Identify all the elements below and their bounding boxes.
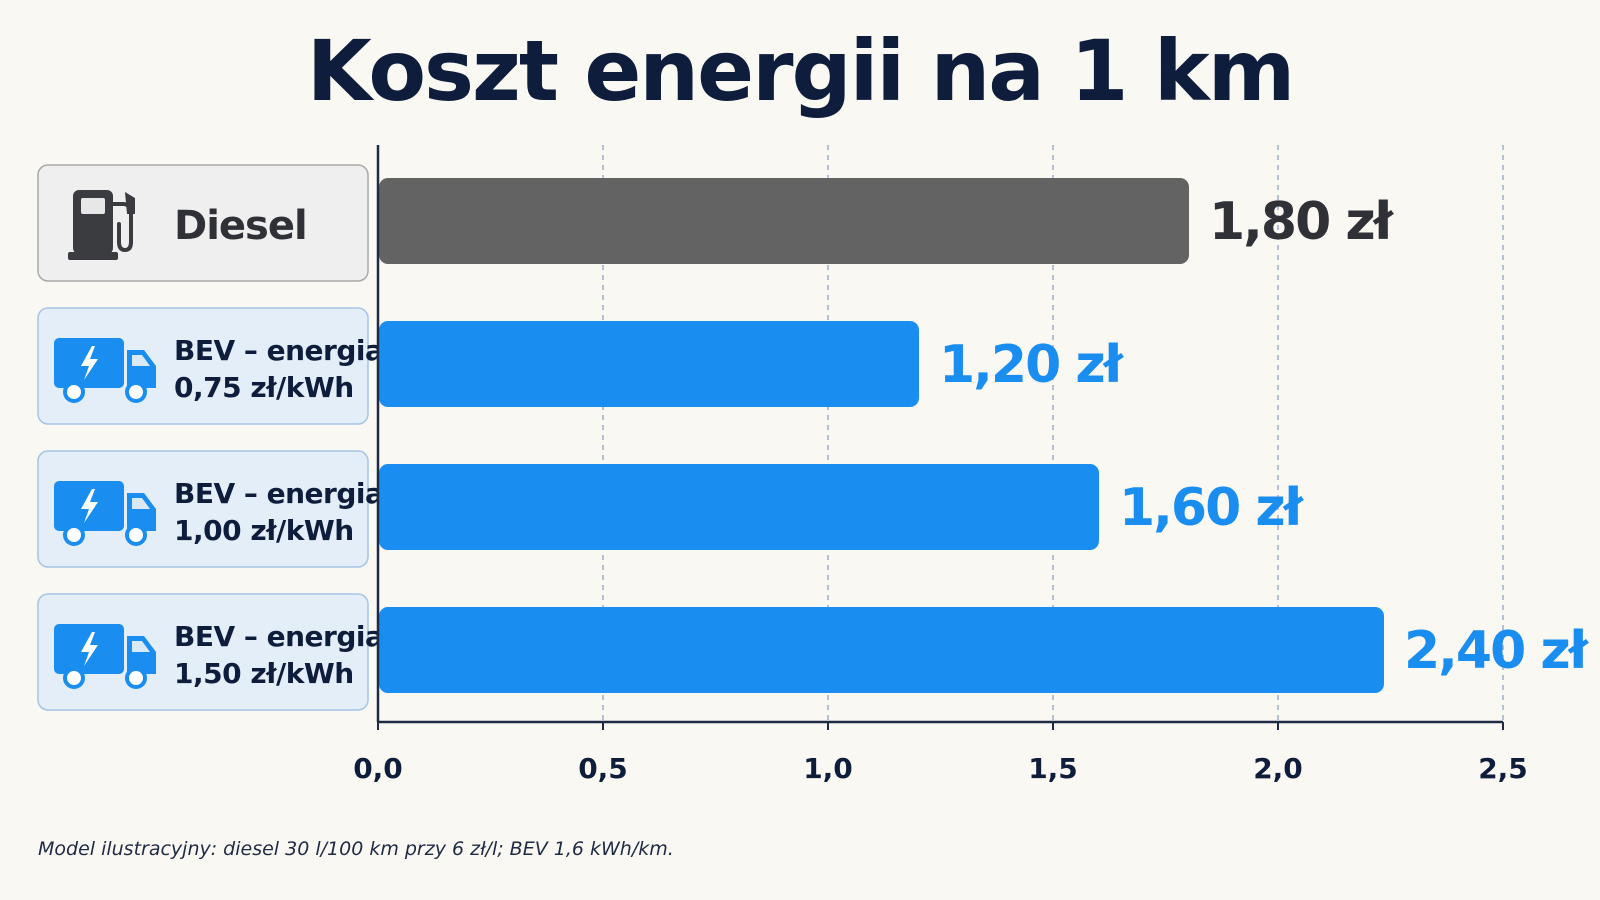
category-label-text: Diesel	[174, 203, 307, 249]
category-label-line: BEV – energia	[174, 620, 383, 653]
category-label-4: BEV – energia 1,50 zł/kWh	[37, 593, 384, 711]
category-label-box	[37, 164, 369, 282]
electric-truck-icon	[54, 481, 156, 546]
category-label-1: Diesel	[37, 164, 369, 282]
category-label-line: BEV – energia	[174, 334, 383, 367]
footnote: Model ilustracyjny: diesel 30 l/100 km p…	[38, 838, 674, 860]
bar-1	[379, 178, 1189, 264]
category-label-line: 0,75 zł/kWh	[174, 371, 354, 404]
bar-4	[379, 607, 1384, 693]
fuel-pump-icon	[68, 190, 135, 260]
category-label-3: BEV – energia 1,00 zł/kWh	[37, 450, 384, 568]
value-label-4: 2,40 zł	[1404, 621, 1590, 681]
category-label-2: BEV – energia 0,75 zł/kWh	[37, 307, 384, 425]
electric-truck-icon	[54, 624, 156, 689]
x-tick-label: 1,0	[803, 752, 853, 785]
category-label-box	[37, 307, 369, 425]
category-label-box	[37, 593, 369, 711]
value-label-2: 1,20 zł	[939, 335, 1125, 395]
electric-truck-icon	[54, 338, 156, 403]
x-tick-label: 0,5	[578, 752, 628, 785]
bar-3	[379, 464, 1099, 550]
x-tick-label: 0,0	[353, 752, 403, 785]
x-tick-label: 1,5	[1028, 752, 1078, 785]
x-tick-label: 2,0	[1253, 752, 1303, 785]
category-label-line: 1,50 zł/kWh	[174, 657, 354, 690]
bars: 1,80 zł 1,20 zł 1,60 zł 2,40 zł	[379, 178, 1592, 693]
category-label-box	[37, 450, 369, 568]
chart-title: Koszt energii na 1 km	[306, 22, 1296, 120]
axes: 0,0 0,5 1,0 1,5 2,0 2,5	[353, 145, 1528, 785]
value-label-3: 1,60 zł	[1119, 478, 1305, 538]
x-tick-label: 2,5	[1478, 752, 1528, 785]
value-label-1: 1,80 zł	[1209, 192, 1395, 252]
category-label-line: BEV – energia	[174, 477, 383, 510]
category-label-line: 1,00 zł/kWh	[174, 514, 354, 547]
bar-2	[379, 321, 919, 407]
